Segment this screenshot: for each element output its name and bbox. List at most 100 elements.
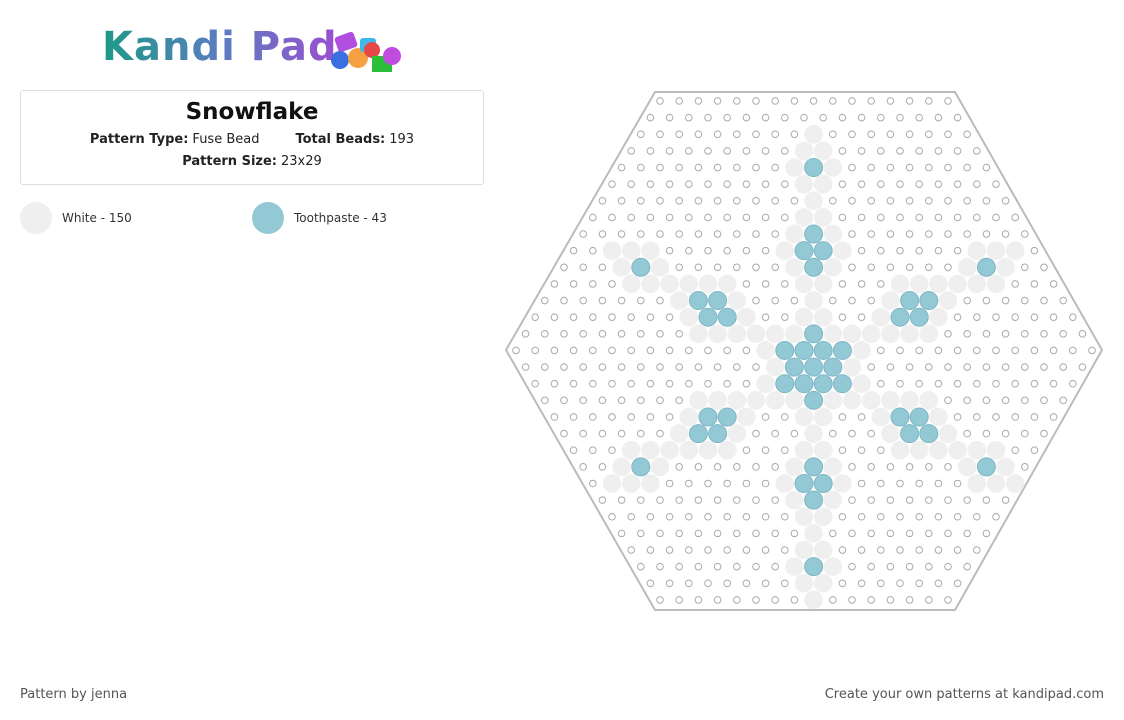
peg <box>867 429 876 438</box>
logo[interactable]: Kandi Pad <box>102 24 338 70</box>
peg <box>1049 313 1058 321</box>
bead <box>794 307 814 327</box>
bead <box>689 391 708 410</box>
peg <box>1011 313 1020 321</box>
peg <box>733 529 741 538</box>
peg <box>752 363 760 371</box>
peg <box>857 147 866 155</box>
peg <box>848 97 856 105</box>
bead <box>679 307 699 327</box>
bead <box>957 258 977 277</box>
peg <box>925 196 933 205</box>
peg <box>704 546 712 554</box>
peg <box>973 213 981 222</box>
peg <box>569 446 578 455</box>
peg <box>848 529 856 538</box>
peg <box>781 147 789 155</box>
peg <box>896 246 904 255</box>
bead <box>727 424 747 443</box>
peg <box>790 529 799 538</box>
peg <box>934 479 943 488</box>
peg <box>761 313 770 321</box>
peg <box>627 512 636 521</box>
bead <box>650 258 670 277</box>
peg <box>915 479 924 488</box>
bead <box>641 440 660 460</box>
bead <box>881 391 900 410</box>
peg <box>694 97 703 105</box>
peg <box>1040 396 1048 405</box>
peg <box>867 296 876 305</box>
bead <box>698 407 718 427</box>
bead <box>842 357 862 377</box>
bead <box>708 291 728 311</box>
peg <box>800 113 808 122</box>
peg <box>944 529 952 538</box>
peg <box>761 413 770 421</box>
peg <box>934 579 943 588</box>
peg <box>857 512 866 521</box>
peg <box>761 512 770 521</box>
bead <box>727 324 747 344</box>
bead <box>679 440 699 460</box>
peg <box>877 113 885 122</box>
peg <box>867 529 876 538</box>
peg <box>982 529 991 538</box>
peg <box>665 180 674 188</box>
peg <box>982 496 991 504</box>
peg <box>637 163 645 172</box>
bead <box>996 457 1015 477</box>
peg <box>656 330 664 338</box>
peg <box>963 163 972 172</box>
peg <box>675 97 684 105</box>
peg <box>646 313 655 321</box>
peg <box>704 147 712 155</box>
peg <box>637 396 645 405</box>
bead <box>986 474 1006 493</box>
peg <box>953 546 962 554</box>
peg <box>646 413 655 421</box>
peg <box>1049 379 1058 388</box>
peg <box>560 396 568 405</box>
peg <box>848 463 856 471</box>
bead <box>612 258 631 277</box>
bead <box>967 274 987 294</box>
peg <box>963 396 972 405</box>
peg <box>665 147 674 155</box>
peg <box>733 230 741 238</box>
peg <box>694 463 703 471</box>
peg <box>665 512 674 521</box>
bead <box>813 241 833 261</box>
bead <box>717 407 737 427</box>
peg <box>1049 280 1058 288</box>
peg <box>963 130 972 139</box>
peg <box>742 379 751 388</box>
peg <box>896 346 904 355</box>
bead <box>794 507 814 527</box>
peg <box>665 346 674 355</box>
peg <box>886 596 895 604</box>
peg <box>915 246 924 255</box>
bead <box>717 307 737 327</box>
peg <box>733 463 741 471</box>
peg <box>973 313 981 321</box>
peg <box>781 413 789 421</box>
peg <box>925 562 933 571</box>
peg <box>896 512 904 521</box>
bead <box>698 307 718 327</box>
peg <box>656 296 664 305</box>
peg <box>742 147 751 155</box>
bead <box>823 557 843 576</box>
peg <box>934 346 943 355</box>
peg <box>589 246 597 255</box>
peg <box>857 479 866 488</box>
footer-link[interactable]: Create your own patterns at kandipad.com <box>824 687 1104 702</box>
bead <box>967 241 987 260</box>
peg <box>877 280 885 288</box>
bead <box>775 474 795 493</box>
bead <box>602 241 622 260</box>
peg <box>560 330 568 338</box>
bead <box>698 274 718 294</box>
peg <box>656 130 664 139</box>
peg <box>925 496 933 504</box>
